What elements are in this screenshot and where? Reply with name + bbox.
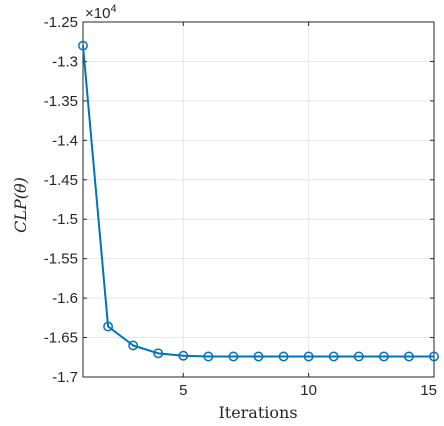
y-axis-label: CLP(θ): [11, 177, 30, 233]
y-multiplier: ×104: [85, 3, 117, 22]
data-point: [128, 340, 139, 351]
y-tick-label: -1.7: [52, 369, 78, 386]
y-multiplier-exponent: 4: [110, 3, 116, 15]
series-line: [82, 45, 434, 358]
x-axis-label: Iterations: [218, 403, 297, 422]
y-tick-label: -1.3: [52, 53, 78, 70]
y-tick-label: -1.6: [52, 290, 78, 307]
data-point: [253, 351, 264, 362]
data-point: [429, 351, 439, 362]
y-tick-label: -1.25: [44, 14, 78, 31]
data-point: [303, 351, 314, 362]
y-tick-label: -1.4: [52, 132, 78, 149]
y-tick-label: -1.65: [44, 330, 78, 347]
y-tick-label: -1.35: [44, 93, 78, 110]
data-point: [228, 351, 239, 362]
data-point: [328, 351, 339, 362]
data-point: [203, 351, 214, 362]
y-tick-label: -1.55: [44, 251, 78, 268]
x-tick-label: 15: [420, 382, 437, 399]
data-point: [103, 321, 114, 332]
y-tick-label: -1.5: [52, 211, 78, 228]
plot-frame: [82, 21, 435, 378]
y-multiplier-base: ×10: [85, 5, 110, 22]
data-point: [353, 351, 364, 362]
data-point: [403, 351, 414, 362]
data-point: [178, 350, 189, 361]
data-point: [278, 351, 289, 362]
plot-area: [83, 22, 434, 377]
x-tick-label: 10: [300, 382, 317, 399]
x-axis: 5 10 15: [179, 22, 437, 399]
data-series: [78, 40, 439, 362]
y-tick-label: -1.45: [44, 172, 78, 189]
data-point: [78, 40, 88, 51]
data-point: [153, 348, 164, 359]
data-point: [378, 351, 389, 362]
y-axis: -1.25 -1.3 -1.35 -1.4 -1.45 -1.5 -1.55 -1.6 -1.6…: [44, 14, 434, 386]
x-tick-label: 5: [179, 382, 187, 399]
